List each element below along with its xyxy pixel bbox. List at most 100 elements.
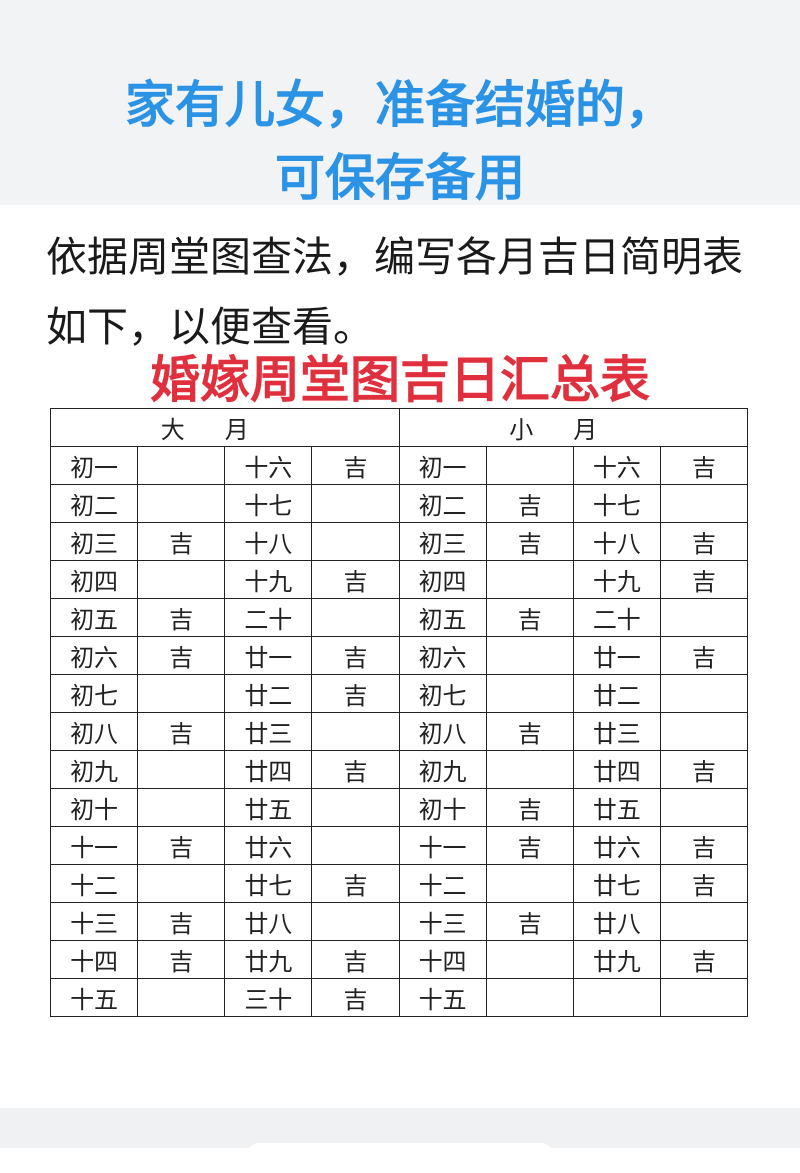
day-cell: 初六 [398,636,487,675]
auspicious-mark-cell [659,978,749,1017]
auspicious-mark-cell: 吉 [659,446,749,485]
auspicious-mark-cell: 吉 [137,598,226,637]
auspicious-mark-cell: 吉 [137,712,226,751]
auspicious-mark-cell: 吉 [659,522,749,561]
day-cell: 十二 [398,864,487,903]
day-cell: 十七 [572,484,661,523]
auspicious-mark-cell [485,750,574,789]
day-cell: 初七 [398,674,487,713]
auspicious-mark-cell: 吉 [137,940,226,979]
day-cell: 廿五 [224,788,313,827]
auspicious-mark-cell: 吉 [311,978,400,1017]
day-cell: 十二 [49,864,139,903]
table-row: 初二 十七 初二吉十七 [49,484,749,523]
auspicious-mark-cell: 吉 [485,598,574,637]
auspicious-mark-cell: 吉 [659,750,749,789]
day-cell: 二十 [224,598,313,637]
day-cell: 十三 [398,902,487,941]
auspicious-mark-cell [485,636,574,675]
table-row: 初七 廿二吉初七 廿二 [49,674,749,713]
table-row: 初六吉廿一吉初六 廿一吉 [49,636,749,675]
day-cell: 初六 [49,636,139,675]
day-cell: 初七 [49,674,139,713]
auspicious-mark-cell [485,864,574,903]
day-cell: 初十 [49,788,139,827]
day-cell: 初四 [398,560,487,599]
table-row: 初三吉十八 初三吉十八吉 [49,522,749,561]
day-cell: 初八 [398,712,487,751]
auspicious-mark-cell: 吉 [311,864,400,903]
day-cell: 三十 [224,978,313,1017]
table-row: 十四吉廿九吉十四 廿九吉 [49,940,749,979]
day-cell: 十三 [49,902,139,941]
day-cell: 廿九 [572,940,661,979]
auspicious-mark-cell: 吉 [659,864,749,903]
table-header-row: 大月 小月 [50,408,748,447]
auspicious-mark-cell [659,788,749,827]
auspicious-mark-cell [311,788,400,827]
day-cell: 廿四 [572,750,661,789]
auspicious-mark-cell: 吉 [485,484,574,523]
day-cell: 十五 [398,978,487,1017]
day-cell: 廿四 [224,750,313,789]
auspicious-mark-cell: 吉 [659,940,749,979]
bottom-bar [0,1108,800,1148]
day-cell: 十五 [49,978,139,1017]
auspicious-mark-cell [137,560,226,599]
table-row: 初一 十六吉初一 十六吉 [49,446,749,485]
day-cell: 初五 [49,598,139,637]
auspicious-mark-cell [311,598,400,637]
day-cell: 初十 [398,788,487,827]
day-cell: 廿九 [224,940,313,979]
day-cell: 初一 [398,446,487,485]
day-cell: 二十 [572,598,661,637]
auspicious-mark-cell: 吉 [311,446,400,485]
day-cell: 十六 [224,446,313,485]
auspicious-mark-cell: 吉 [311,636,400,675]
day-cell: 廿八 [224,902,313,941]
day-cell: 初八 [49,712,139,751]
intro-text: 依据周堂图查法，编写各月吉日简明表如下，以便查看。 [46,233,743,351]
auspicious-mark-cell: 吉 [485,902,574,941]
headline-line-1: 家有儿女，准备结婚的， [125,76,675,134]
day-cell: 廿二 [572,674,661,713]
day-cell: 廿三 [572,712,661,751]
day-cell: 廿七 [224,864,313,903]
headline-line-2: 可保存备用 [275,149,525,207]
day-cell: 廿二 [224,674,313,713]
header-small-month: 小月 [398,408,748,447]
table-row: 初八吉廿三 初八吉廿三 [49,712,749,751]
auspicious-mark-cell [659,598,749,637]
table-row: 十三吉廿八 十三吉廿八 [49,902,749,941]
day-cell: 初二 [49,484,139,523]
auspicious-mark-cell [311,522,400,561]
auspicious-mark-cell [137,978,226,1017]
day-cell: 初九 [49,750,139,789]
day-cell: 廿六 [572,826,661,865]
day-cell: 廿一 [572,636,661,675]
day-cell: 初三 [49,522,139,561]
table-row: 十二 廿七吉十二 廿七吉 [49,864,749,903]
auspicious-mark-cell [485,940,574,979]
auspicious-mark-cell [137,788,226,827]
auspicious-mark-cell [485,674,574,713]
table-row: 初十 廿五 初十吉廿五 [49,788,749,827]
auspicious-mark-cell [137,674,226,713]
header-band [0,0,800,205]
auspicious-mark-cell: 吉 [659,826,749,865]
auspicious-mark-cell [659,484,749,523]
table-row: 初五吉二十 初五吉二十 [49,598,749,637]
table-row: 初九 廿四吉初九 廿四吉 [49,750,749,789]
table-row: 十五 三十吉十五 [49,978,749,1017]
auspicious-mark-cell [659,712,749,751]
day-cell: 十七 [224,484,313,523]
auspicious-days-table: 大月 小月 初一 十六吉初一 十六吉初二 十七 初二吉十七 初三吉十八 初三吉十八吉初四 十九… [49,408,749,1017]
day-cell: 廿一 [224,636,313,675]
auspicious-mark-cell [311,484,400,523]
auspicious-mark-cell: 吉 [311,674,400,713]
auspicious-mark-cell: 吉 [311,750,400,789]
day-cell: 廿五 [572,788,661,827]
auspicious-mark-cell [137,864,226,903]
auspicious-mark-cell: 吉 [137,636,226,675]
header-big-month: 大月 [50,408,400,447]
